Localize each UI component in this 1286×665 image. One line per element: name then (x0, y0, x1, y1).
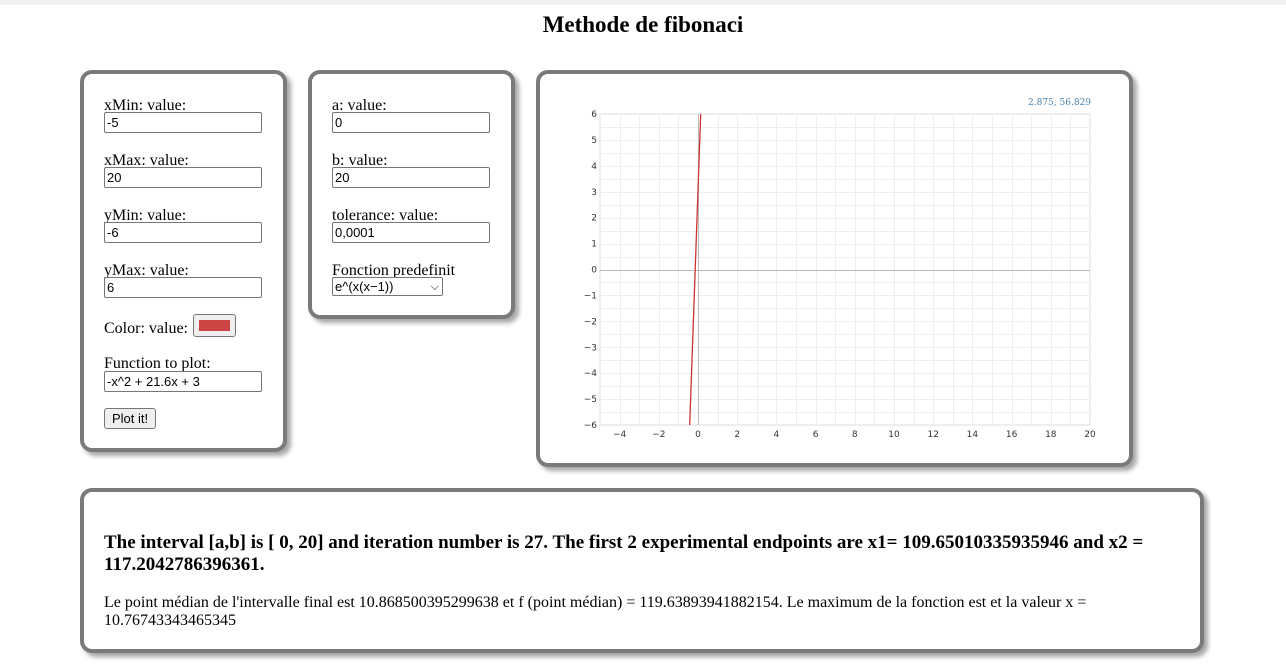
x-tick-label: 10 (888, 430, 900, 440)
y-tick-label: −3 (584, 343, 597, 353)
axes (600, 114, 1090, 425)
plot-frame (599, 113, 1091, 426)
ymin-input[interactable]: -6 (104, 222, 262, 243)
xmax-label: xMax: value: (104, 152, 189, 169)
series (689, 113, 702, 426)
x-tick-label: −4 (613, 430, 627, 440)
tolerance-input[interactable]: 0,0001 (332, 222, 490, 243)
y-tick-label: −2 (584, 317, 597, 327)
color-swatch (199, 320, 230, 331)
x-tick-label: −2 (652, 430, 665, 440)
ymin-label: yMin: value: (104, 207, 187, 224)
b-label: b: value: (332, 152, 388, 169)
x-tick-label: 12 (927, 430, 938, 440)
xmin-label: xMin: value: (104, 97, 187, 114)
x-tick-label: 14 (967, 430, 979, 440)
function-label: Function to plot: (104, 355, 211, 372)
x-tick-label: 8 (852, 430, 858, 440)
method-settings-panel: a: value: 0 b: value: 20 tolerance: valu… (308, 70, 515, 319)
xmin-input[interactable]: -5 (104, 112, 262, 133)
y-tick-label: −5 (584, 395, 597, 405)
top-strip (0, 0, 1286, 5)
graph-panel: 2.875, 56.829 −4 −2 0 2 4 6 8 10 12 14 16 18 20 6 5 4 3 2… (536, 70, 1133, 467)
ymax-input[interactable]: 6 (104, 277, 262, 298)
tolerance-label: tolerance: value: (332, 207, 439, 224)
xmax-input[interactable]: 20 (104, 167, 262, 188)
ymax-label: yMax: value: (104, 262, 189, 279)
y-tick-label: 0 (591, 266, 597, 276)
result-panel: The interval [a,b] is [ 0, 20] and itera… (80, 488, 1204, 653)
color-picker[interactable] (193, 314, 236, 337)
cursor-coordinates: 2.875, 56.829 (1028, 98, 1091, 108)
a-label: a: value: (332, 97, 387, 114)
page-title: Methode de fibonaci (542, 12, 744, 37)
grid (599, 113, 1091, 426)
y-tick-label: 6 (591, 110, 597, 120)
x-tick-label: 16 (1006, 430, 1018, 440)
predef-function-select[interactable]: e^(x(x−1)) ⌵ (332, 277, 443, 296)
y-tick-label: −6 (584, 421, 598, 431)
plot-settings-panel: xMin: value: -5 xMax: value: 20 yMin: va… (80, 70, 287, 452)
color-label: Color: value: (104, 320, 188, 337)
b-input[interactable]: 20 (332, 167, 490, 188)
x-tick-label: 0 (695, 430, 701, 440)
predef-selected-value: e^(x(x−1)) (335, 279, 394, 294)
y-tick-label: 1 (591, 240, 597, 250)
y-tick-label: 4 (591, 162, 597, 172)
x-tick-label: 6 (813, 430, 819, 440)
y-tick-label: −4 (584, 369, 598, 379)
plot-button[interactable]: Plot it! (104, 408, 157, 429)
x-tick-label: 4 (774, 430, 780, 440)
x-tick-label: 20 (1084, 430, 1096, 440)
result-headline: The interval [a,b] is [ 0, 20] and itera… (104, 532, 1144, 575)
y-tick-label: 3 (591, 188, 597, 198)
y-tick-label: 5 (591, 136, 597, 146)
result-detail: Le point médian de l'intervalle final es… (104, 594, 1087, 629)
function-input[interactable]: -x^2 + 21.6x + 3 (104, 371, 262, 392)
chevron-down-icon: ⌵ (430, 281, 439, 293)
a-input[interactable]: 0 (332, 112, 490, 133)
x-tick-label: 2 (734, 430, 740, 440)
x-tick-label: 18 (1045, 430, 1057, 440)
y-tick-label: 2 (591, 214, 597, 224)
predef-label: Fonction predefinit (332, 262, 456, 279)
series-line (689, 113, 702, 426)
y-tick-label: −1 (584, 291, 597, 301)
